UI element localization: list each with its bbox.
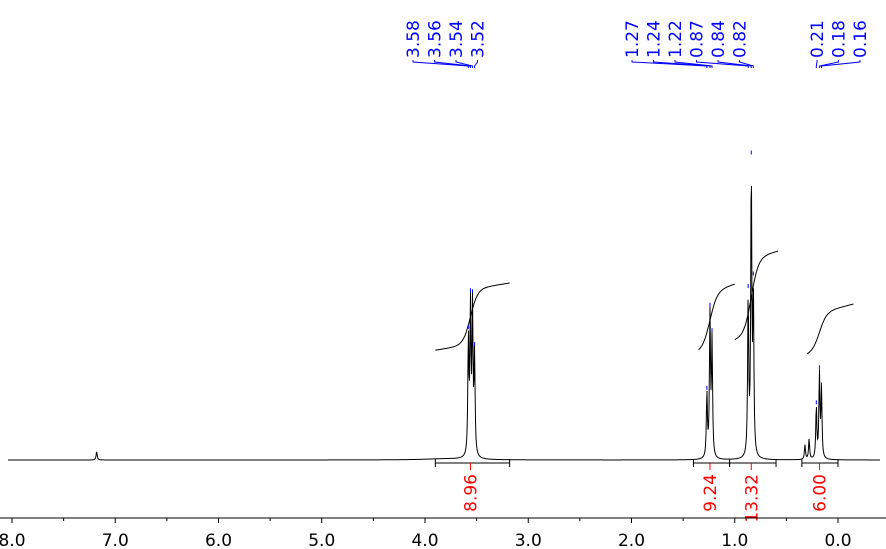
peak-label-connector (820, 60, 861, 68)
peak-label: 0.18 (830, 20, 850, 58)
peak-label: 0.87 (688, 20, 708, 58)
x-tick-label: 8.0 (0, 531, 26, 549)
spectrum-line (8, 185, 880, 461)
integral-label: 6.00 (810, 474, 830, 512)
peak-label-connector (434, 60, 471, 68)
peak-label-connector (631, 60, 708, 68)
peak-label-connector (815, 60, 818, 68)
peak-label-connector (739, 60, 754, 68)
integral-bracket: 8.96 (434, 459, 511, 512)
peak-label: 0.21 (808, 20, 828, 58)
integral-label: 9.24 (701, 474, 721, 512)
peak-label-group: 3.58 3.56 3.54 3.52 (404, 20, 489, 68)
integral-curve (734, 250, 779, 341)
peak-label-groups: 3.58 3.56 3.54 3.52 1.27 1.24 1.22 0.87 0.84 0.82… (404, 20, 871, 68)
peak-label-connector (696, 60, 749, 68)
integral-curve (806, 303, 854, 355)
peak-markers (467, 150, 822, 405)
peak-label-connector (653, 60, 711, 68)
x-tick-label: 0.0 (824, 531, 851, 549)
peak-label-connector (818, 60, 839, 68)
x-tick-label: 1.0 (721, 531, 748, 549)
peak-label: 3.52 (469, 20, 489, 58)
peak-label-connector (674, 60, 713, 68)
x-tick-label: 6.0 (205, 531, 232, 549)
peak-label: 0.84 (709, 20, 729, 58)
peak-label-connector (717, 60, 752, 68)
peak-label-connector (412, 60, 469, 68)
x-tick-label: 5.0 (308, 531, 335, 549)
integral-label: 8.96 (461, 474, 481, 512)
integral-bracket: 13.32 (729, 459, 777, 523)
x-tick-label: 7.0 (102, 531, 129, 549)
peak-label-group: 0.21 0.18 0.16 (808, 20, 871, 68)
peak-label-connector (455, 60, 473, 68)
peak-label: 3.56 (426, 20, 446, 58)
peak-label: 3.54 (447, 20, 467, 58)
integral-label: 13.32 (742, 474, 762, 523)
peak-label: 0.82 (731, 20, 751, 58)
integral-curve (698, 283, 735, 351)
integral-brackets: 8.96 9.24 13.32 6.00 (434, 459, 839, 523)
peak-label: 3.58 (404, 20, 424, 58)
peak-label-connector (474, 60, 478, 68)
integral-bracket: 9.24 (692, 459, 731, 512)
integral-curves (435, 250, 854, 355)
peak-label: 0.16 (851, 20, 871, 58)
x-tick-label: 4.0 (411, 531, 438, 549)
peak-label: 1.24 (645, 20, 665, 58)
x-tick-label: 3.0 (515, 531, 542, 549)
peak-label: 1.27 (623, 20, 643, 58)
integral-bracket: 6.00 (801, 459, 839, 512)
x-axis: 8.0 7.0 6.0 5.0 4.0 3.0 2.0 1.0 0.0 (0, 517, 886, 549)
peak-label: 1.22 (666, 20, 686, 58)
x-tick-label: 2.0 (618, 531, 645, 549)
peak-label-group: 1.27 1.24 1.22 0.87 0.84 0.82 (623, 20, 754, 68)
